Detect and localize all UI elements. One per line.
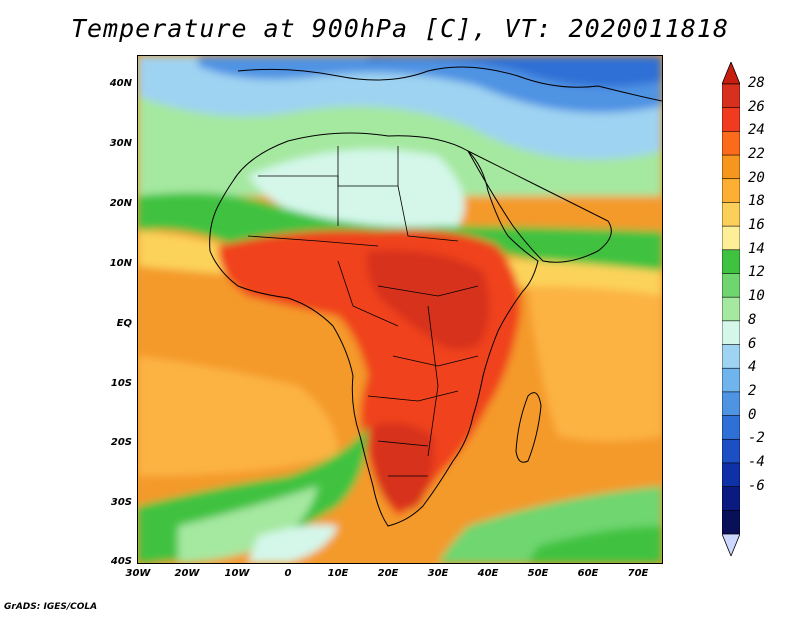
- colorbar-label: 16: [748, 217, 765, 234]
- lat-label-10n: 10N: [109, 258, 132, 269]
- colorbar-segment: [722, 367, 740, 393]
- colorbar-segment: [722, 131, 740, 156]
- colorbar-label: 12: [748, 264, 765, 281]
- colorbar-segment: [722, 510, 740, 535]
- colorbar-segment: [722, 107, 740, 133]
- colorbar: [722, 62, 740, 556]
- madagascar-outline: [515, 392, 542, 463]
- lon-label-30e: 30E: [427, 568, 449, 579]
- lon-label-60e: 60E: [577, 568, 599, 579]
- lon-label-20w: 20W: [174, 568, 200, 579]
- colorbar-segment: [722, 415, 740, 441]
- south-atlantic-cool: [248, 524, 338, 563]
- colorbar-segment: [722, 83, 740, 109]
- colorbar-label: 20: [748, 169, 765, 186]
- colorbar-segment: [722, 486, 740, 512]
- temperature-map: [137, 55, 663, 564]
- south-atlantic-light: [178, 486, 318, 563]
- europe-coast: [237, 66, 662, 102]
- lon-label-10w: 10W: [224, 568, 250, 579]
- southern-africa-hottest: [371, 422, 434, 510]
- lon-label-10e: 10E: [327, 568, 349, 579]
- colorbar-segment: [722, 178, 740, 204]
- colorbar-segment: [722, 273, 740, 298]
- colorbar-bottom-arrow: [722, 533, 740, 556]
- colorbar-label: -6: [748, 477, 765, 494]
- colorbar-label: 14: [748, 240, 765, 257]
- colorbar-label: 2: [748, 382, 757, 399]
- lon-label-20e: 20E: [377, 568, 399, 579]
- lat-label-20n: 20N: [109, 198, 132, 209]
- colorbar-label: 22: [748, 146, 765, 163]
- country-borders: [247, 146, 479, 477]
- lat-label-10s: 10S: [110, 378, 132, 389]
- colorbar-label: 26: [748, 98, 765, 115]
- africa-coastline: [209, 132, 539, 527]
- colorbar-label: 24: [748, 122, 765, 139]
- colorbar-segment: [722, 154, 740, 180]
- colorbar-label: -4: [748, 453, 765, 470]
- south-indian-deep-green: [528, 526, 662, 563]
- north-coldest-region: [368, 56, 662, 87]
- colorbar-segment: [722, 320, 740, 346]
- colorbar-segment: [722, 344, 740, 370]
- lat-label-40s: 40S: [110, 556, 132, 567]
- colorbar-label: 8: [748, 311, 757, 328]
- colorbar-segment: [722, 391, 740, 417]
- colorbar-label: 4: [748, 359, 757, 376]
- lon-label-30w: 30W: [125, 568, 151, 579]
- colorbar-label: 0: [748, 406, 757, 423]
- colorbar-segment: [722, 202, 740, 227]
- atlantic-warm: [138, 356, 338, 476]
- lat-label-30s: 30S: [110, 497, 132, 508]
- lat-label-30n: 30N: [109, 138, 132, 149]
- colorbar-top-arrow: [722, 62, 740, 85]
- lat-label-20s: 20S: [110, 437, 132, 448]
- colorbar-label: -2: [748, 430, 765, 447]
- colorbar-segment: [722, 462, 740, 488]
- lon-label-40e: 40E: [477, 568, 499, 579]
- central-africa-hottest: [366, 250, 490, 350]
- chart-title: Temperature at 900hPa [C], VT: 202001181…: [70, 14, 730, 43]
- footer-credit: GrADS: IGES/COLA: [4, 602, 98, 612]
- arabia-outline: [466, 149, 612, 263]
- colorbar-segment: [722, 296, 740, 322]
- colorbar-label: 18: [748, 193, 765, 210]
- indian-ocean-warm: [528, 286, 662, 441]
- lon-label-70e: 70E: [627, 568, 649, 579]
- lon-label-50e: 50E: [527, 568, 549, 579]
- colorbar-segment: [722, 225, 740, 251]
- colorbar-segment: [722, 438, 740, 464]
- colorbar-label: 6: [748, 335, 757, 352]
- colorbar-segment: [722, 249, 740, 275]
- lat-label-40n: 40N: [109, 78, 132, 89]
- colorbar-label: 28: [748, 75, 765, 91]
- colorbar-label: 10: [748, 288, 765, 305]
- lon-label-0: 0: [284, 568, 292, 579]
- lat-label-eq: EQ: [116, 318, 132, 329]
